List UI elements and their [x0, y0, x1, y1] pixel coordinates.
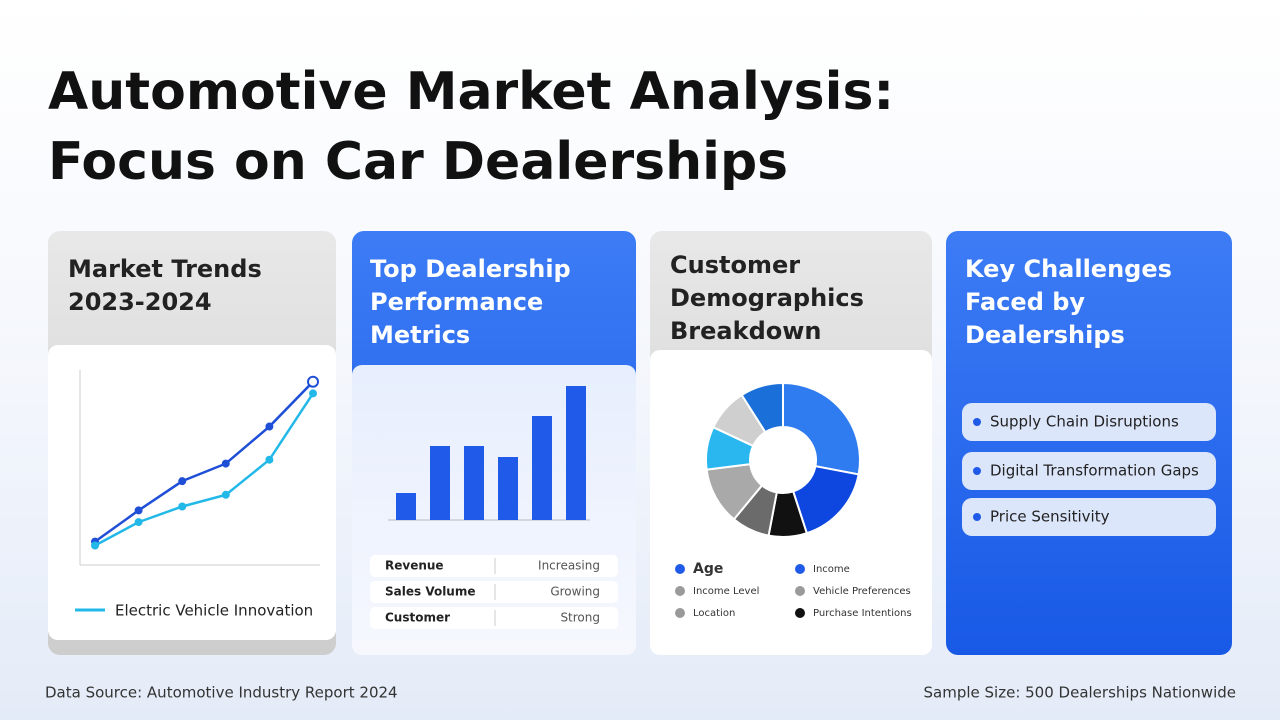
- legend-dot: [795, 564, 805, 574]
- point: [221, 490, 230, 499]
- legend-label: Income Level: [693, 586, 759, 597]
- point: [134, 506, 143, 515]
- challenge-pill: [962, 403, 1216, 441]
- challenge-pill: [962, 452, 1216, 490]
- bullet: [973, 513, 981, 521]
- panel: [48, 345, 336, 640]
- legend-dot: [795, 608, 805, 618]
- card-title: Demographics: [670, 284, 864, 312]
- point: [221, 459, 230, 468]
- card-title: Breakdown: [670, 317, 822, 345]
- bar: [532, 416, 552, 520]
- legend-label: Income: [813, 564, 850, 575]
- bullet: [973, 418, 981, 426]
- legend-dot: [675, 608, 685, 618]
- legend-label: Purchase Intentions: [813, 608, 912, 619]
- card-title: Performance: [370, 288, 543, 316]
- table-row: [370, 555, 618, 577]
- point: [178, 502, 187, 511]
- table-cell: Customer: [385, 611, 450, 625]
- challenge-pill: [962, 498, 1216, 536]
- line-series: [94, 392, 315, 547]
- legend-label: Vehicle Preferences: [813, 586, 911, 597]
- legend-label: Electric Vehicle Innovation: [115, 602, 313, 620]
- table-cell: Sales Volume: [385, 585, 476, 599]
- challenge-item: Digital Transformation Gaps: [990, 462, 1199, 480]
- legend-label: Age: [693, 561, 723, 577]
- card-title: Key Challenges: [965, 255, 1172, 283]
- point: [265, 455, 274, 464]
- title: Automotive Market Analysis:: [48, 62, 894, 122]
- table-row: [370, 581, 618, 603]
- bullet: [973, 467, 981, 475]
- bar: [396, 493, 416, 520]
- donut-segment: [782, 381, 861, 476]
- footer-note: Sample Size: 500 Dealerships Nationwide: [924, 684, 1236, 702]
- bar: [430, 446, 450, 520]
- legend-dot: [675, 586, 685, 596]
- donut-segment: [740, 381, 784, 434]
- bar: [464, 446, 484, 520]
- line-series: [94, 380, 314, 543]
- table-cell: Revenue: [385, 559, 444, 573]
- point: [309, 389, 317, 398]
- point: [265, 422, 274, 431]
- legend-dot: [675, 564, 685, 574]
- title: Focus on Car Dealerships: [48, 132, 788, 192]
- table-cell: Increasing: [538, 559, 600, 573]
- point: [134, 518, 143, 527]
- card-title: Metrics: [370, 321, 470, 349]
- table-cell: Strong: [560, 611, 600, 625]
- challenge-item: Price Sensitivity: [990, 508, 1110, 526]
- card-title: Top Dealership: [370, 255, 571, 283]
- card-title: Market Trends: [68, 255, 262, 283]
- point: [307, 375, 319, 388]
- challenge-item: Supply Chain Disruptions: [990, 413, 1179, 431]
- card-title: Customer: [670, 251, 800, 279]
- table-row: [370, 607, 618, 629]
- point: [178, 477, 187, 486]
- legend-label: Location: [693, 608, 735, 619]
- card-title: 2023-2024: [68, 288, 212, 316]
- point: [91, 541, 99, 550]
- bar: [498, 457, 518, 520]
- table-cell: Growing: [550, 585, 600, 599]
- card-title: Dealerships: [965, 321, 1125, 349]
- legend-dot: [795, 586, 805, 596]
- footer-note: Data Source: Automotive Industry Report …: [45, 684, 398, 702]
- bar: [566, 386, 586, 520]
- card-title: Faced by: [965, 288, 1085, 316]
- card: [946, 231, 1232, 655]
